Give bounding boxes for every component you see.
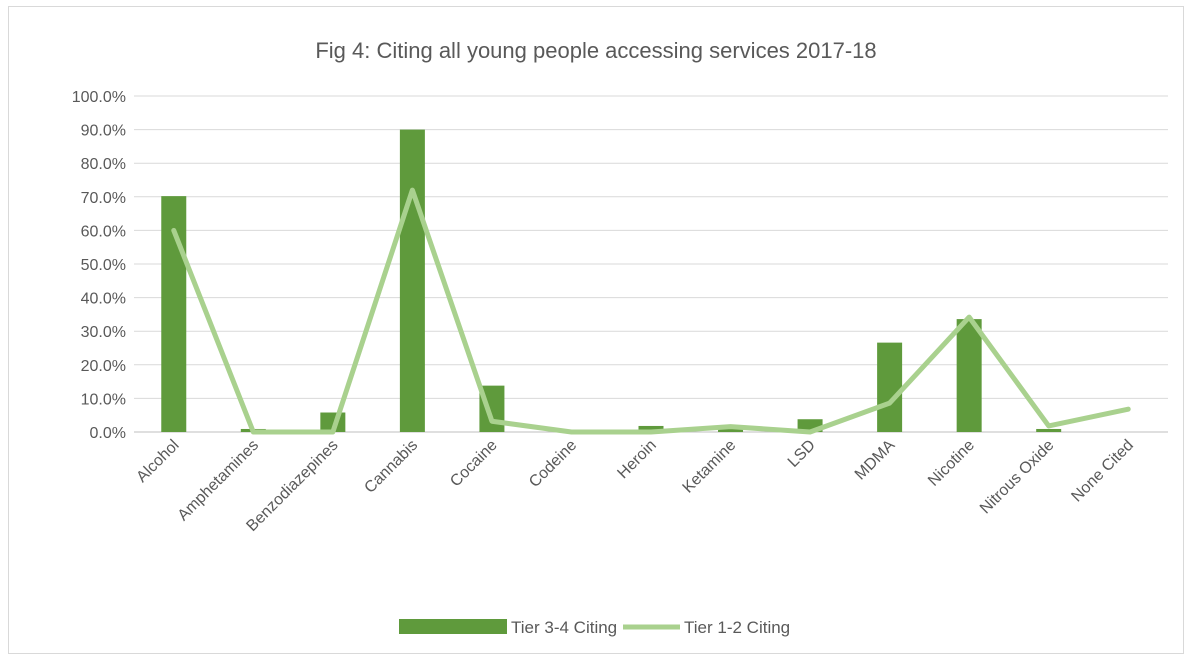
- y-tick-label: 40.0%: [81, 291, 126, 308]
- y-tick-label: 70.0%: [81, 190, 126, 207]
- gridlines: [134, 95, 1168, 433]
- x-category-label: MDMA: [852, 437, 899, 484]
- x-category-label: Cocaine: [447, 437, 501, 491]
- bar-series: [161, 129, 1062, 432]
- series-line: [171, 187, 1131, 435]
- x-category-label: Amphetamines: [175, 437, 262, 524]
- x-category-label: None Cited: [1068, 437, 1137, 506]
- y-tick-label: 50.0%: [81, 257, 126, 274]
- x-category-label: Alcohol: [133, 437, 182, 486]
- bar: [718, 427, 744, 432]
- bar: [1036, 428, 1062, 432]
- y-tick-label: 20.0%: [81, 358, 126, 375]
- x-category-label: Cannabis: [361, 437, 421, 497]
- legend-swatch-tier-3-4: [399, 619, 507, 634]
- x-category-label: Ketamine: [680, 437, 740, 497]
- y-tick-label: 60.0%: [81, 223, 126, 240]
- line-series: [171, 187, 1131, 435]
- x-category-label: Heroin: [614, 437, 659, 482]
- y-tick-label: 30.0%: [81, 324, 126, 341]
- x-category-label: Codeine: [526, 437, 580, 491]
- legend: Tier 3-4 Citing Tier 1-2 Citing: [399, 618, 790, 637]
- x-category-label: Nitrous Oxide: [977, 437, 1058, 518]
- x-category-label: LSD: [785, 437, 819, 471]
- bar: [399, 129, 425, 432]
- y-tick-label: 80.0%: [81, 156, 126, 173]
- y-tick-label: 90.0%: [81, 123, 126, 140]
- bar: [956, 319, 982, 432]
- y-tick-label: 100.0%: [72, 89, 126, 106]
- y-tick-label: 10.0%: [81, 391, 126, 408]
- chart-frame: [8, 6, 1184, 654]
- bar: [877, 342, 903, 432]
- legend-label-tier-1-2: Tier 1-2 Citing: [684, 618, 790, 637]
- x-category-label: Nicotine: [925, 437, 978, 490]
- y-axis-ticks: 0.0% 10.0% 20.0% 30.0% 40.0% 50.0% 60.0% 70.0% 8…: [72, 89, 126, 442]
- legend-label-tier-3-4: Tier 3-4 Citing: [511, 618, 617, 637]
- bar: [638, 425, 664, 432]
- chart-title: Fig 4: Citing all young people accessing…: [315, 38, 876, 63]
- y-tick-label: 0.0%: [90, 425, 126, 442]
